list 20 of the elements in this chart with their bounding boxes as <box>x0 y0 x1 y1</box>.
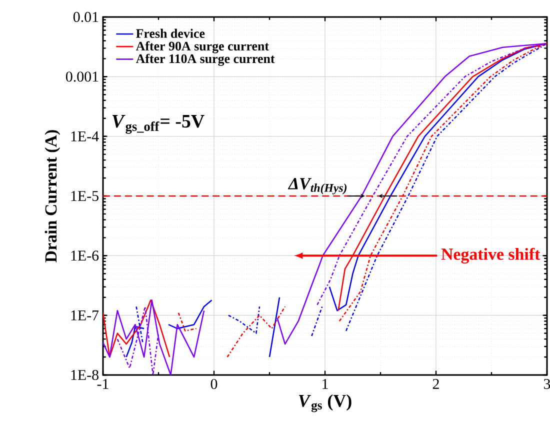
y-tick-label: 1E-4 <box>71 131 99 142</box>
y-tick-label: 1E-6 <box>71 250 99 261</box>
legend-label: After 110A surge current <box>136 54 275 66</box>
x-tick-label: 2 <box>432 378 439 389</box>
y-tick-label: 0.001 <box>66 72 98 82</box>
y-tick-label: 1E-7 <box>71 310 99 320</box>
y-tick-label: 0.01 <box>73 12 98 22</box>
x-tick-label: 1 <box>322 378 328 389</box>
y-axis-title: Drain Current (A) <box>44 130 60 262</box>
annotation: V$_{gs_off}$= -5V <box>112 115 204 134</box>
x-tick-label: 0 <box>210 378 218 390</box>
annotation: Negative shift <box>441 248 540 264</box>
annotation: ΔV$_{th(Hys)}$ <box>288 178 347 194</box>
y-tick-label: 1E-8 <box>71 370 98 380</box>
x-tick-label: 3 <box>544 378 550 389</box>
legend-label: Fresh device <box>136 28 205 38</box>
legend-label: After 90A surge current <box>136 41 269 54</box>
y-tick-label: 1E-5 <box>71 190 98 201</box>
x-axis-title: V$_{gs}$ (V) <box>298 394 352 412</box>
x-tick-label: -1 <box>97 378 108 389</box>
